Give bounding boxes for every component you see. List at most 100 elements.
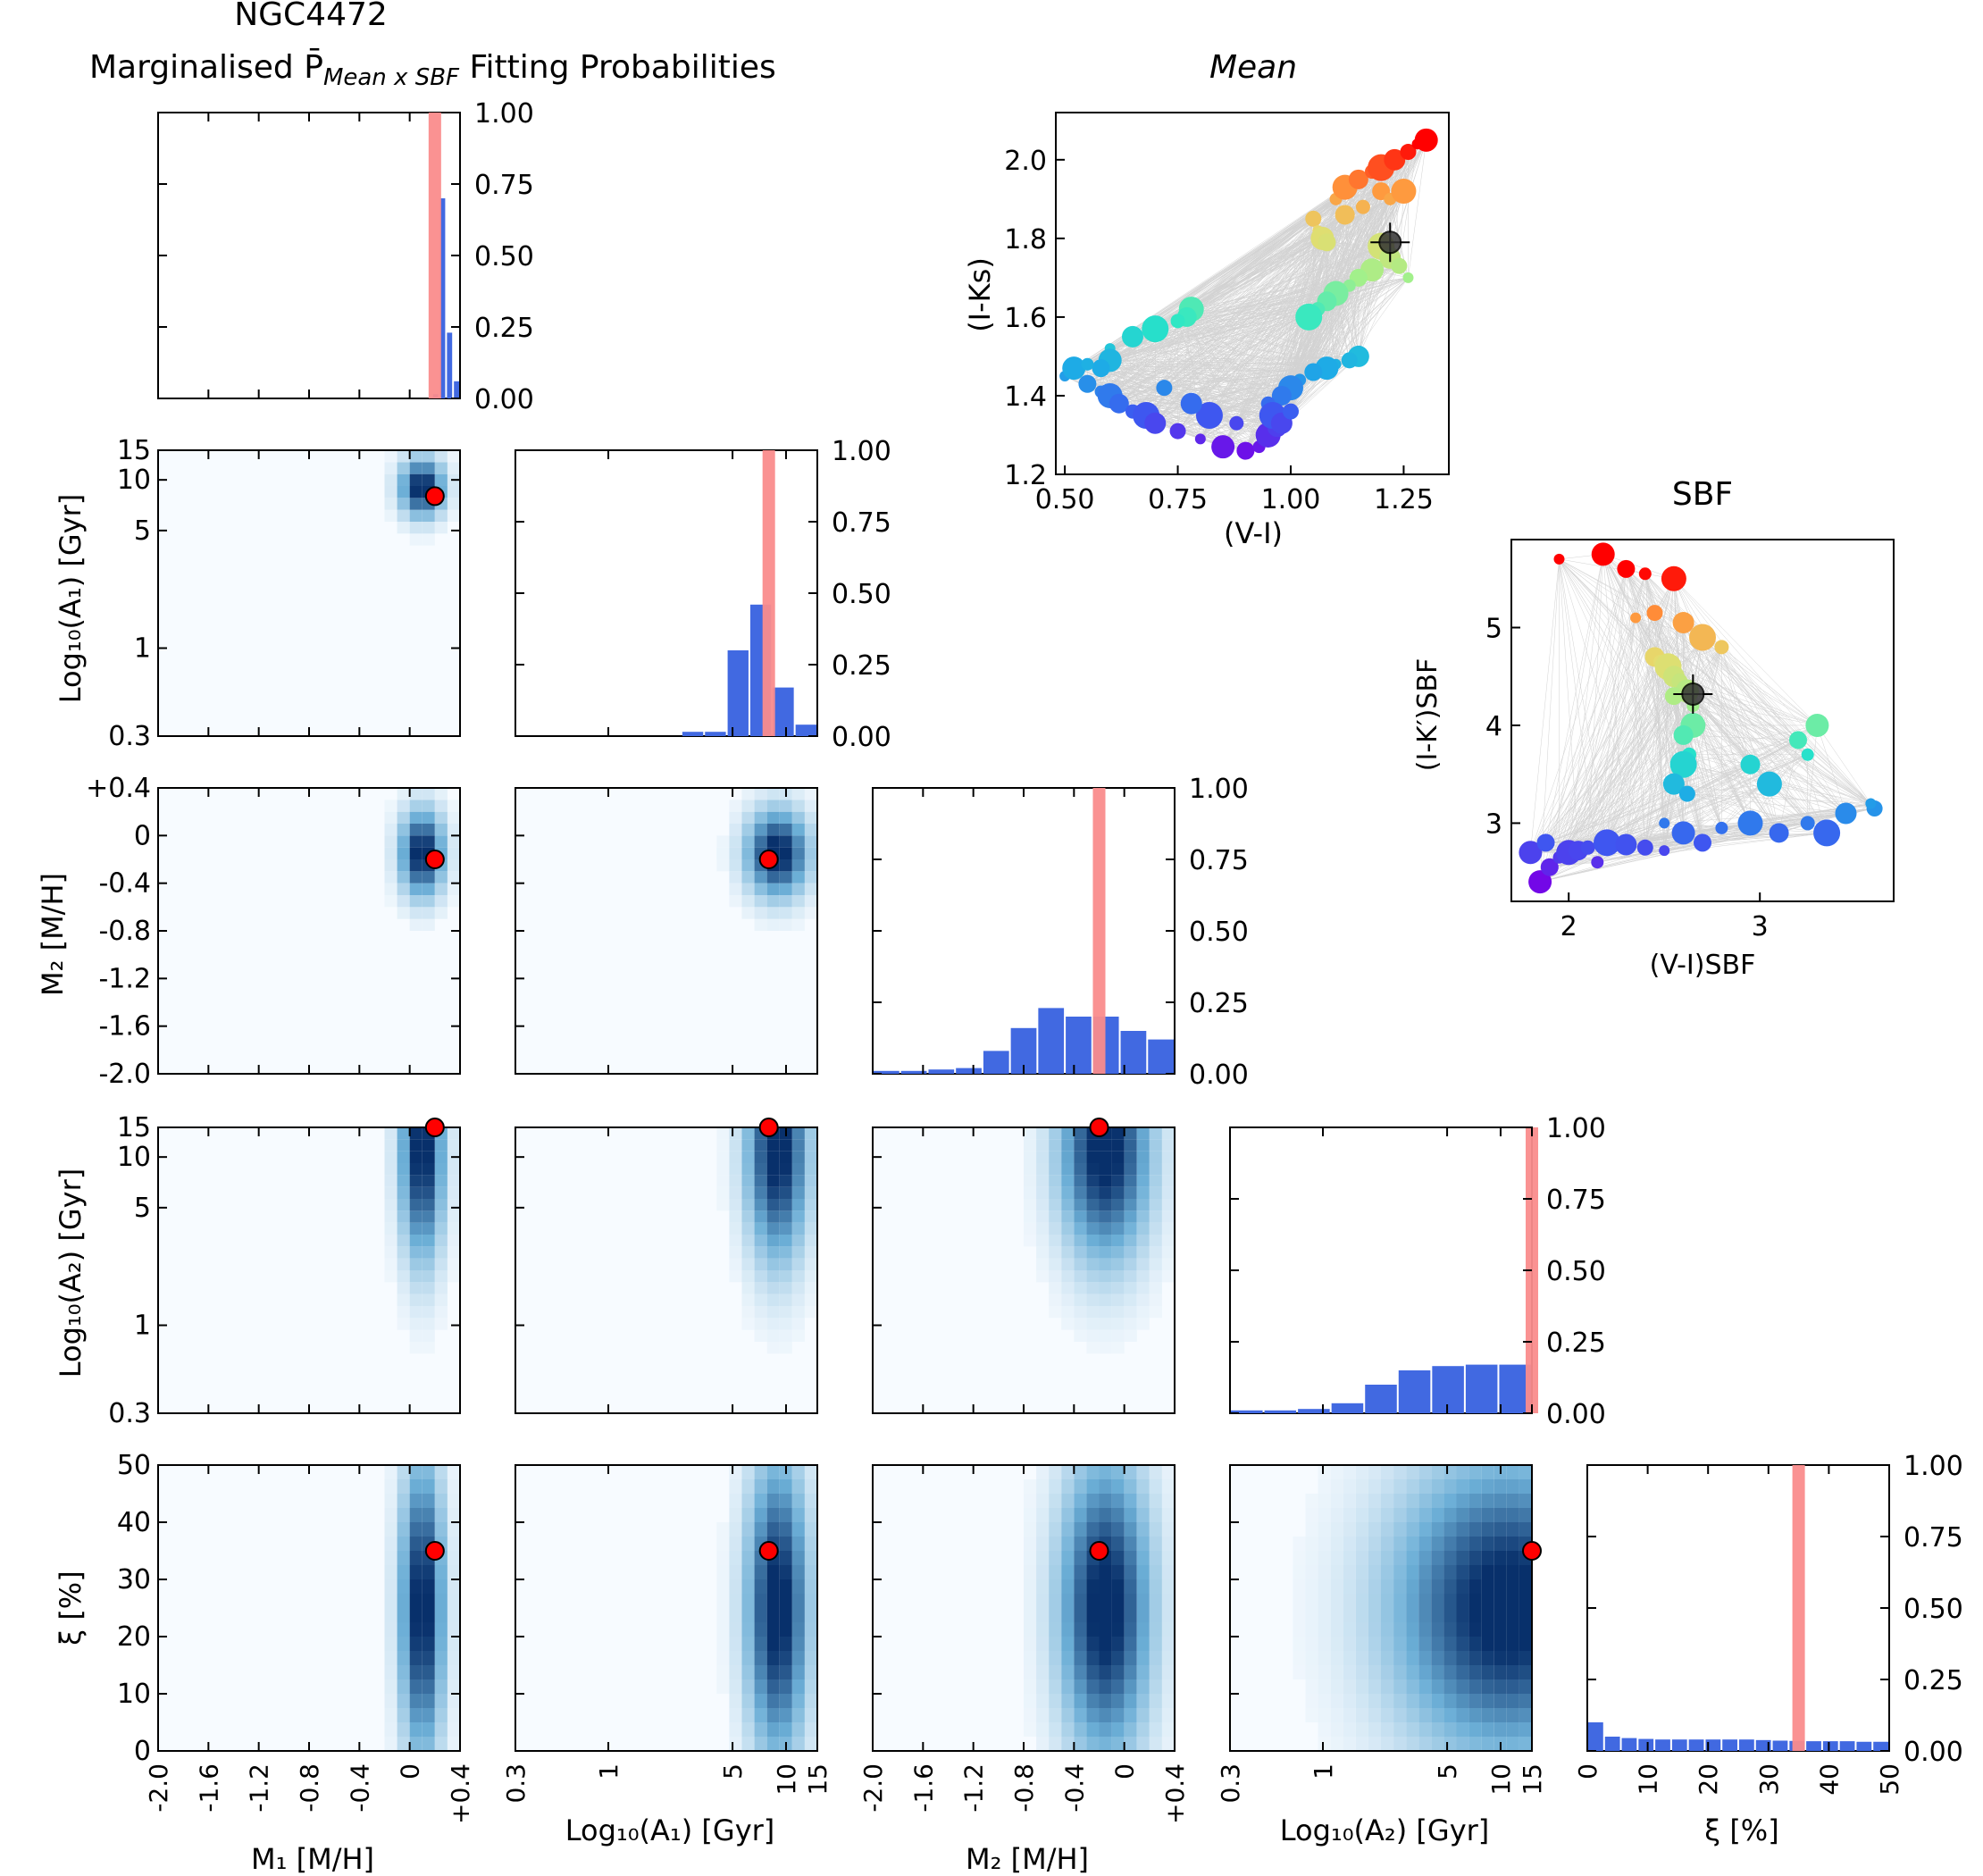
a1-xi-cell: [754, 1722, 767, 1737]
a1-a2-cell: [779, 1210, 792, 1223]
m2-xi-cell: [1099, 1679, 1112, 1694]
m1-a2-ytick-label: 0.3: [108, 1398, 151, 1429]
mean-color-link: [1177, 242, 1327, 431]
a1-xi-cell: [804, 1622, 817, 1637]
a1-xi-cell: [766, 1594, 780, 1608]
a2-xi-cell: [1393, 1637, 1407, 1651]
sbf-color-link: [1559, 568, 1627, 858]
a1-xi-cell: [766, 1465, 780, 1479]
a2-xi-cell: [1368, 1537, 1381, 1551]
m2-xi-cell: [1149, 1594, 1162, 1608]
a2-xi-cell: [1468, 1494, 1482, 1508]
m2-xi-cell: [1111, 1537, 1125, 1551]
a2-xi-cell: [1431, 1737, 1444, 1751]
a2-xi-cell: [1494, 1679, 1507, 1694]
a2-xi-cell: [1293, 1651, 1306, 1665]
mean-color-link: [1100, 179, 1359, 369]
sbf-color-point: [1536, 833, 1555, 852]
m1-a2-cell: [409, 1306, 423, 1319]
m2-a2-cell: [1049, 1258, 1062, 1270]
a1-xi-cell: [729, 1665, 742, 1679]
mean-color-link: [1074, 367, 1282, 424]
m1-xi-cell: [384, 1465, 397, 1479]
mean-color-link: [1177, 198, 1391, 322]
m2-xi-cell: [1024, 1537, 1037, 1551]
sbf-color-link: [1530, 617, 1636, 853]
mean-color-link: [1087, 139, 1427, 384]
a2-xi-cell: [1406, 1722, 1419, 1737]
a1-xi-cell: [791, 1679, 805, 1694]
sbf-color-link: [1721, 647, 1751, 765]
mean-color-link: [1222, 230, 1318, 448]
m2-xi-cell: [1086, 1594, 1100, 1608]
a2-xi-cell: [1368, 1651, 1381, 1665]
mean-color-point: [1384, 148, 1406, 171]
a2-xi-cell: [1456, 1737, 1469, 1751]
a2-xi-cell: [1418, 1494, 1432, 1508]
mean-color-link: [1109, 139, 1427, 397]
sbf-color-link: [1530, 695, 1675, 853]
mean-color-link: [1155, 277, 1409, 330]
a2-xi-cell: [1305, 1537, 1318, 1551]
a1-xi-cell: [779, 1651, 792, 1665]
sbf-color-link: [1683, 734, 1770, 784]
mean-color-link: [1200, 265, 1400, 440]
m1-a2-cell: [434, 1270, 448, 1283]
m1-xi-best-marker: [424, 1541, 445, 1561]
a2-xi-cell: [1305, 1608, 1318, 1622]
sbf-color-link: [1626, 793, 1688, 845]
sbf-color-link: [1602, 554, 1675, 784]
a2-xi-cell: [1468, 1679, 1482, 1694]
sbf-color-link: [1817, 724, 1871, 804]
hist-m2-prob-label: 0.50: [1189, 917, 1249, 948]
a1-xi-cell: [729, 1651, 742, 1665]
mean-color-link: [1177, 321, 1301, 381]
m1-xi-cell: [409, 1494, 423, 1508]
mean-color-link: [1177, 301, 1327, 322]
mean-color-link: [1109, 167, 1382, 397]
m2-a2-cell: [1086, 1258, 1100, 1270]
sbf-color-link: [1577, 568, 1627, 851]
a2-xi-cell: [1443, 1665, 1457, 1679]
m2-a2-cell: [1074, 1235, 1087, 1247]
a2-xi-cell: [1494, 1494, 1507, 1508]
a2-xi-cell: [1305, 1665, 1318, 1679]
m1-xi-cell: [384, 1679, 397, 1694]
m2-xi-xtick-label: 0: [1110, 1763, 1140, 1780]
a1-xi-cell: [766, 1565, 780, 1579]
mean-color-link: [1109, 360, 1268, 405]
m1-xi-cell: [422, 1665, 435, 1679]
a1-a2-cell: [779, 1270, 792, 1283]
a1-xi-cell: [804, 1722, 817, 1737]
sbf-color-link: [1597, 850, 1665, 863]
m1-xi-cell: [397, 1565, 410, 1579]
m1-a2-cell: [409, 1235, 423, 1247]
a1-a2-cell: [754, 1199, 767, 1211]
mean-color-link: [1118, 308, 1318, 404]
m2-a2-cell: [1086, 1306, 1100, 1319]
m2-xi-cell: [1061, 1508, 1075, 1522]
m2-a2-cell: [1111, 1127, 1125, 1140]
a2-xi-cell: [1456, 1465, 1469, 1479]
a1-a2-cell: [791, 1151, 805, 1163]
m2-a2-cell: [1024, 1222, 1037, 1235]
mean-color-link: [1186, 230, 1318, 318]
a1-a2-cell: [779, 1246, 792, 1259]
m2-a2-cell: [1036, 1139, 1050, 1152]
a1-a2-cell: [729, 1199, 742, 1211]
sbf-color-link: [1644, 578, 1675, 848]
m2-a2-cell: [1049, 1199, 1062, 1211]
mean-color-link: [1118, 364, 1336, 405]
hist-a1-prob-label: 0.00: [832, 722, 891, 753]
a1-xi-cell: [804, 1479, 817, 1494]
m1-a2-cell: [434, 1186, 448, 1199]
sbf-color-link: [1673, 578, 1751, 765]
m2-xi-cell: [1074, 1508, 1087, 1522]
a1-a2-cell: [766, 1210, 780, 1223]
m2-xi-cell: [1136, 1551, 1150, 1565]
a1-a2-cell: [766, 1175, 780, 1187]
m1-xi-xtick-label: -0.4: [345, 1763, 374, 1813]
a1-m2-cell: [804, 811, 817, 824]
mean-color-link: [1118, 159, 1395, 404]
mean-color-link: [1186, 316, 1314, 373]
